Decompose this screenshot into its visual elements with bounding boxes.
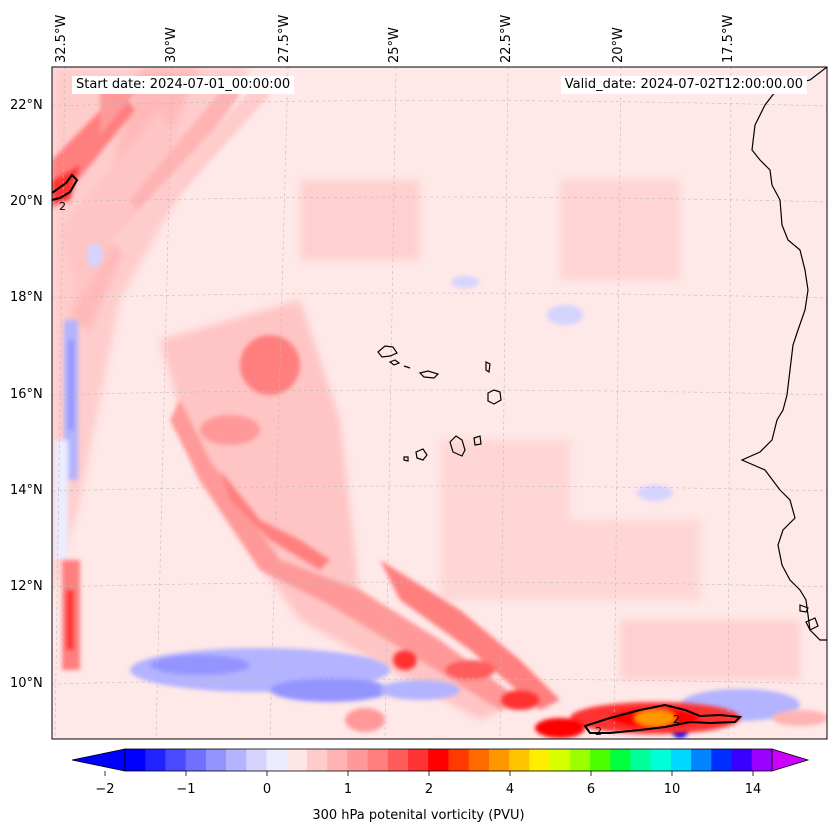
colorbar-cell — [367, 749, 389, 771]
map-frame — [51, 66, 828, 740]
graticule — [52, 67, 827, 739]
colorbar-tick: 14 — [744, 782, 762, 797]
colorbar-tick: 10 — [663, 782, 681, 797]
valid-date-label: Valid_date: 2024-07-02T12:00:00.00 — [560, 76, 807, 94]
colorbar-cell — [408, 749, 429, 771]
colorbar-min-arrow — [71, 748, 126, 772]
colorbar-cell — [691, 749, 712, 771]
colorbar-title: 300 hPa potenital vorticity (PVU) — [312, 808, 525, 823]
colorbar-cell — [731, 749, 753, 771]
colorbar-cell — [630, 749, 652, 771]
colorbar-cell — [751, 749, 773, 771]
colorbar-cell — [529, 749, 551, 771]
lon-label: 32.5°W — [54, 14, 69, 63]
colorbar-cell — [711, 749, 733, 771]
colorbar — [71, 748, 810, 776]
colorbar-tick: 6 — [586, 782, 596, 797]
colorbar-tick: 2 — [424, 782, 434, 797]
lat-label: 22°N — [10, 98, 43, 113]
colorbar-frame — [124, 748, 773, 772]
lat-label: 18°N — [10, 290, 43, 305]
colorbar-cell — [549, 749, 571, 771]
colorbar-tick: 1 — [343, 782, 353, 797]
colorbar-cell — [165, 749, 187, 771]
pv-positive-regions — [52, 75, 827, 738]
colorbar-cell — [387, 749, 409, 771]
colorbar-cell — [347, 749, 369, 771]
colorbar-cell — [488, 749, 510, 771]
lat-label: 16°N — [10, 387, 43, 402]
start-date-label: Start date: 2024-07-01_00:00:00 — [72, 76, 295, 94]
colorbar-cell — [448, 749, 470, 771]
pv-negative-regions — [54, 243, 800, 738]
colorbar-cell — [246, 749, 268, 771]
colorbar-cell — [468, 749, 490, 771]
colorbar-cell — [286, 749, 308, 771]
lon-label: 30°W — [164, 27, 179, 63]
colorbar-cell — [145, 749, 166, 771]
contour-label: 2 — [59, 200, 66, 213]
contour-label: 2 — [595, 725, 602, 738]
colorbar-tick: −2 — [95, 782, 115, 797]
lon-label: 27.5°W — [277, 14, 292, 63]
colorbar-cell — [185, 749, 207, 771]
colorbar-cell — [306, 749, 328, 771]
coastlines — [377, 67, 827, 641]
lat-label: 14°N — [10, 483, 43, 498]
lat-label: 20°N — [10, 194, 43, 209]
lon-label: 20°W — [611, 27, 626, 63]
colorbar-cell — [650, 749, 672, 771]
colorbar-tick: −1 — [176, 782, 196, 797]
lon-label: 22.5°W — [499, 14, 514, 63]
contour-label: 2 — [673, 713, 680, 726]
colorbar-tick: 4 — [505, 782, 515, 797]
colorbar-cell — [266, 749, 288, 771]
lat-label: 12°N — [10, 579, 43, 594]
colorbar-cell — [205, 749, 227, 771]
lon-label: 17.5°W — [721, 14, 736, 63]
colorbar-cell — [569, 749, 591, 771]
colorbar-cell — [226, 749, 247, 771]
colorbar-max-arrow — [771, 748, 810, 772]
colorbar-cell — [327, 749, 348, 771]
colorbar-cell — [509, 749, 530, 771]
pv-2-contours — [52, 173, 743, 734]
colorbar-cell — [125, 749, 146, 771]
colorbar-cell — [610, 749, 631, 771]
colorbar-cell — [590, 749, 611, 771]
colorbar-cell — [428, 749, 449, 771]
colorbar-tick: 0 — [262, 782, 272, 797]
colorbar-cells — [104, 749, 773, 776]
lon-label: 25°W — [387, 27, 402, 63]
colorbar-cell — [670, 749, 692, 771]
lat-label: 10°N — [10, 676, 43, 691]
pv-field — [52, 67, 827, 739]
